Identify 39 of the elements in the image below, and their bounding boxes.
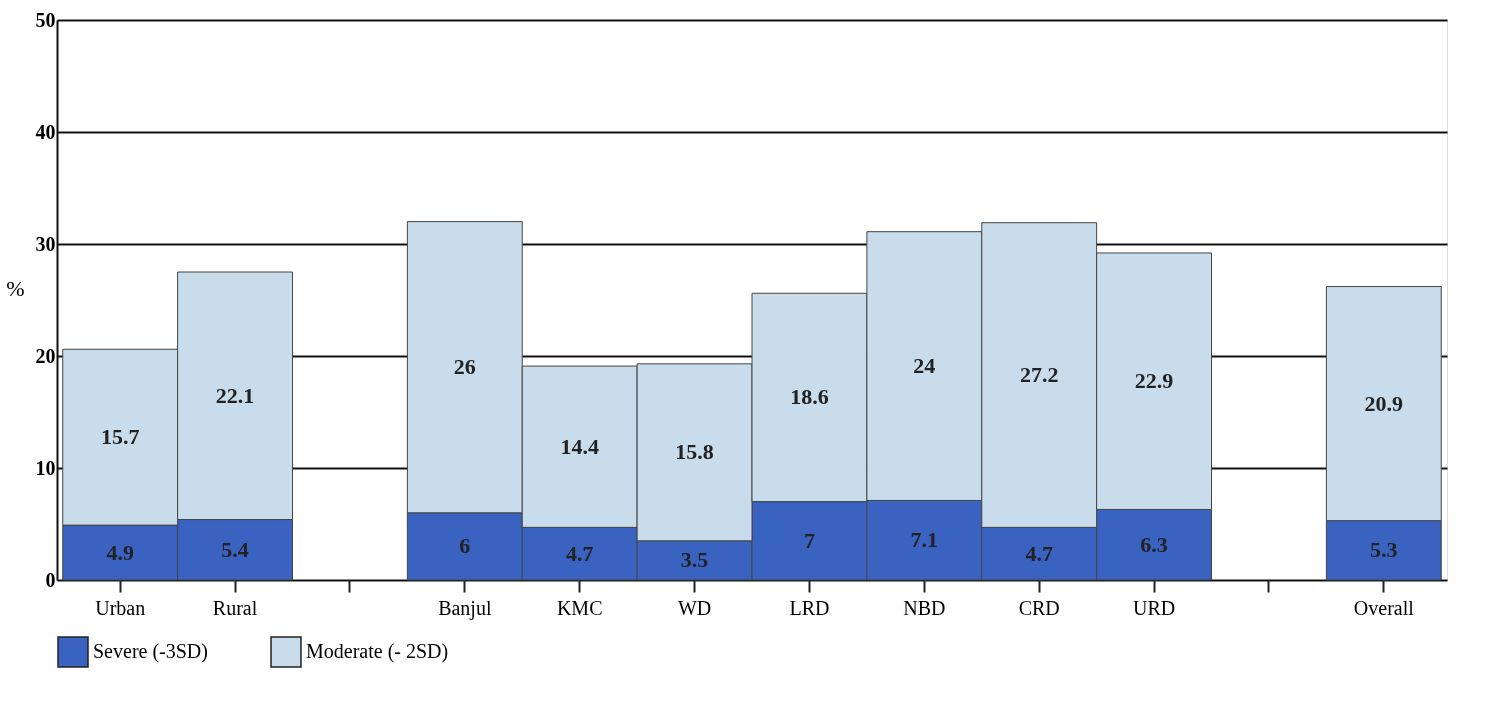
data-label: 7.1 xyxy=(910,527,939,553)
data-label: 26 xyxy=(453,354,476,380)
x-tick-label: Rural xyxy=(212,596,258,619)
y-tick-label: 10 xyxy=(35,456,56,479)
data-label: 4.7 xyxy=(565,540,594,566)
data-label: 6 xyxy=(459,533,471,559)
data-label: 15.8 xyxy=(675,439,714,465)
data-label: 18.6 xyxy=(790,384,829,410)
y-tick-label: 30 xyxy=(35,232,56,255)
data-label: 4.9 xyxy=(106,539,134,565)
x-tick-label: Overall xyxy=(1353,596,1415,619)
data-label: 5.3 xyxy=(1370,537,1398,563)
data-label: 4.7 xyxy=(1025,540,1053,566)
x-tick-label: LRD xyxy=(789,596,830,619)
x-tick-label: Urban xyxy=(95,596,146,619)
data-label: 14.4 xyxy=(560,433,599,459)
y-tick-label: 40 xyxy=(35,120,56,143)
data-label: 22.9 xyxy=(1134,368,1174,394)
y-tick-label: 0 xyxy=(45,568,56,591)
x-tick-label: Banjul xyxy=(438,596,492,620)
data-label: 20.9 xyxy=(1364,390,1404,416)
x-tick-label: WD xyxy=(677,596,712,619)
y-axis-title: % xyxy=(6,275,25,301)
legend-label: Moderate (- 2SD) xyxy=(306,640,449,663)
data-label: 15.7 xyxy=(100,424,140,450)
data-label: 6.3 xyxy=(1140,531,1168,557)
x-tick-label: CRD xyxy=(1018,596,1060,619)
y-tick-label: 50 xyxy=(35,8,56,31)
data-label: 22.1 xyxy=(215,382,255,408)
legend-label: Severe (-3SD) xyxy=(93,640,208,663)
data-label: 5.4 xyxy=(221,536,249,562)
data-label: 24 xyxy=(913,353,936,379)
x-tick-label: URD xyxy=(1132,596,1176,619)
data-label: 3.5 xyxy=(680,547,709,573)
data-label: 27.2 xyxy=(1019,362,1059,388)
y-tick-label: 20 xyxy=(35,344,56,367)
data-label: 7 xyxy=(803,527,815,553)
x-tick-label: KMC xyxy=(556,596,603,619)
x-tick-label: NBD xyxy=(903,596,946,619)
